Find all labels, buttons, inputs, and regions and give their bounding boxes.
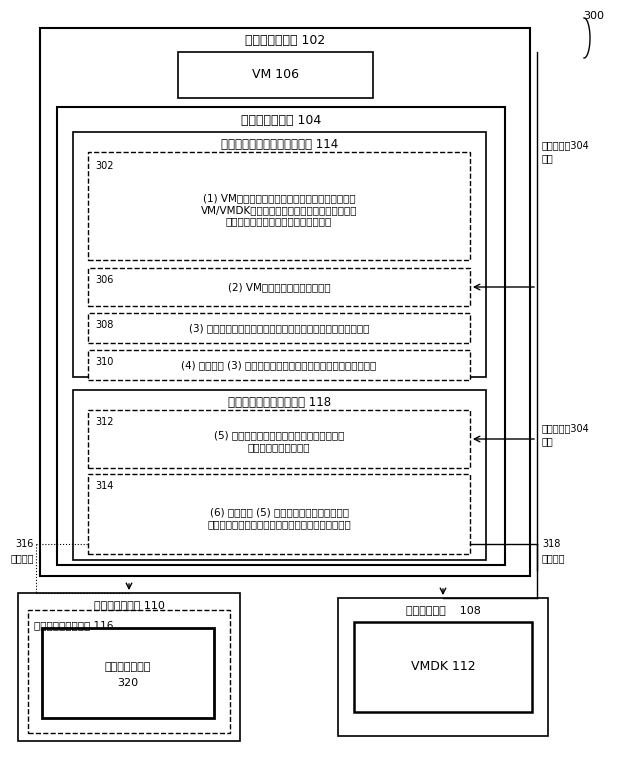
Text: 要求: 要求 (542, 436, 554, 446)
Bar (354, 622, 532, 712)
Bar (18, 593, 240, 741)
Text: 共用記憶装置    108: 共用記憶装置 108 (406, 605, 480, 615)
Text: (3) 要求を処理するためのキャッシングモジュールを識別する: (3) 要求を処理するためのキャッシングモジュールを識別する (189, 323, 369, 333)
Text: キャッシングモジュール 118: キャッシングモジュール 118 (228, 396, 331, 409)
Text: キャッシュ装置 110: キャッシュ装置 110 (93, 600, 164, 610)
Text: ハイパーバイザ 104: ハイパーバイザ 104 (241, 114, 321, 127)
Bar (88, 313, 470, 343)
Bar (88, 268, 470, 306)
Bar (88, 350, 470, 380)
Text: ホスト側キャッシュ 116: ホスト側キャッシュ 116 (34, 620, 113, 630)
Text: キャッシュ割当: キャッシュ割当 (105, 662, 151, 672)
Text: 314: 314 (95, 481, 113, 491)
Text: 302: 302 (95, 161, 113, 171)
Text: 入出力カー304: 入出力カー304 (542, 423, 590, 433)
Bar (88, 410, 470, 468)
Bar (40, 28, 530, 576)
Bar (88, 152, 470, 260)
Text: 316: 316 (16, 539, 34, 549)
Text: 312: 312 (95, 417, 113, 427)
Text: (4) ステップ (3) で識別したキャッシングモジュールを呼び出す: (4) ステップ (3) で識別したキャッシングモジュールを呼び出す (182, 360, 377, 370)
Text: 318: 318 (542, 539, 560, 549)
Bar (28, 610, 230, 733)
Bar (73, 390, 486, 560)
Text: (5) 内部キャッシングアルゴリズムに従って
入出力要求を処理する: (5) 内部キャッシングアルゴリズムに従って 入出力要求を処理する (214, 430, 344, 452)
Text: 要求: 要求 (542, 153, 554, 163)
Text: (1) VMの電源投入時に、ホスト側キャッシュ内に
VM/VMDKのキャッシュ割当を作成し、関連する
キャッシングモジュールを初期化する: (1) VMの電源投入時に、ホスト側キャッシュ内に VM/VMDKのキャッシュ割… (201, 193, 357, 227)
Text: (6) ステップ (5) の処理に従い、キャッシュ
装置及び／又は共用記憶装置にコマンドを発行する: (6) ステップ (5) の処理に従い、キャッシュ 装置及び／又は共用記憶装置に… (207, 507, 351, 529)
Bar (42, 628, 214, 718)
Text: 308: 308 (95, 320, 113, 330)
Text: 310: 310 (95, 357, 113, 367)
Text: コマンド: コマンド (542, 553, 565, 563)
Text: VM 106: VM 106 (252, 69, 299, 82)
Bar (338, 598, 548, 736)
Bar (73, 132, 486, 377)
Text: 320: 320 (118, 678, 139, 688)
Bar (178, 52, 373, 98)
Text: 306: 306 (95, 275, 113, 285)
Text: 入出力カー304: 入出力カー304 (542, 140, 590, 150)
Text: (2) VMの入出力要求を傍受する: (2) VMの入出力要求を傍受する (228, 282, 330, 292)
Text: コマンド: コマンド (11, 553, 34, 563)
Bar (57, 107, 505, 565)
Bar (88, 474, 470, 554)
Text: キャッシングフレームワーク 114: キャッシングフレームワーク 114 (221, 138, 338, 151)
Text: 300: 300 (583, 11, 605, 21)
Text: VMDK 112: VMDK 112 (411, 661, 475, 674)
Text: ホストシステム 102: ホストシステム 102 (245, 34, 325, 47)
